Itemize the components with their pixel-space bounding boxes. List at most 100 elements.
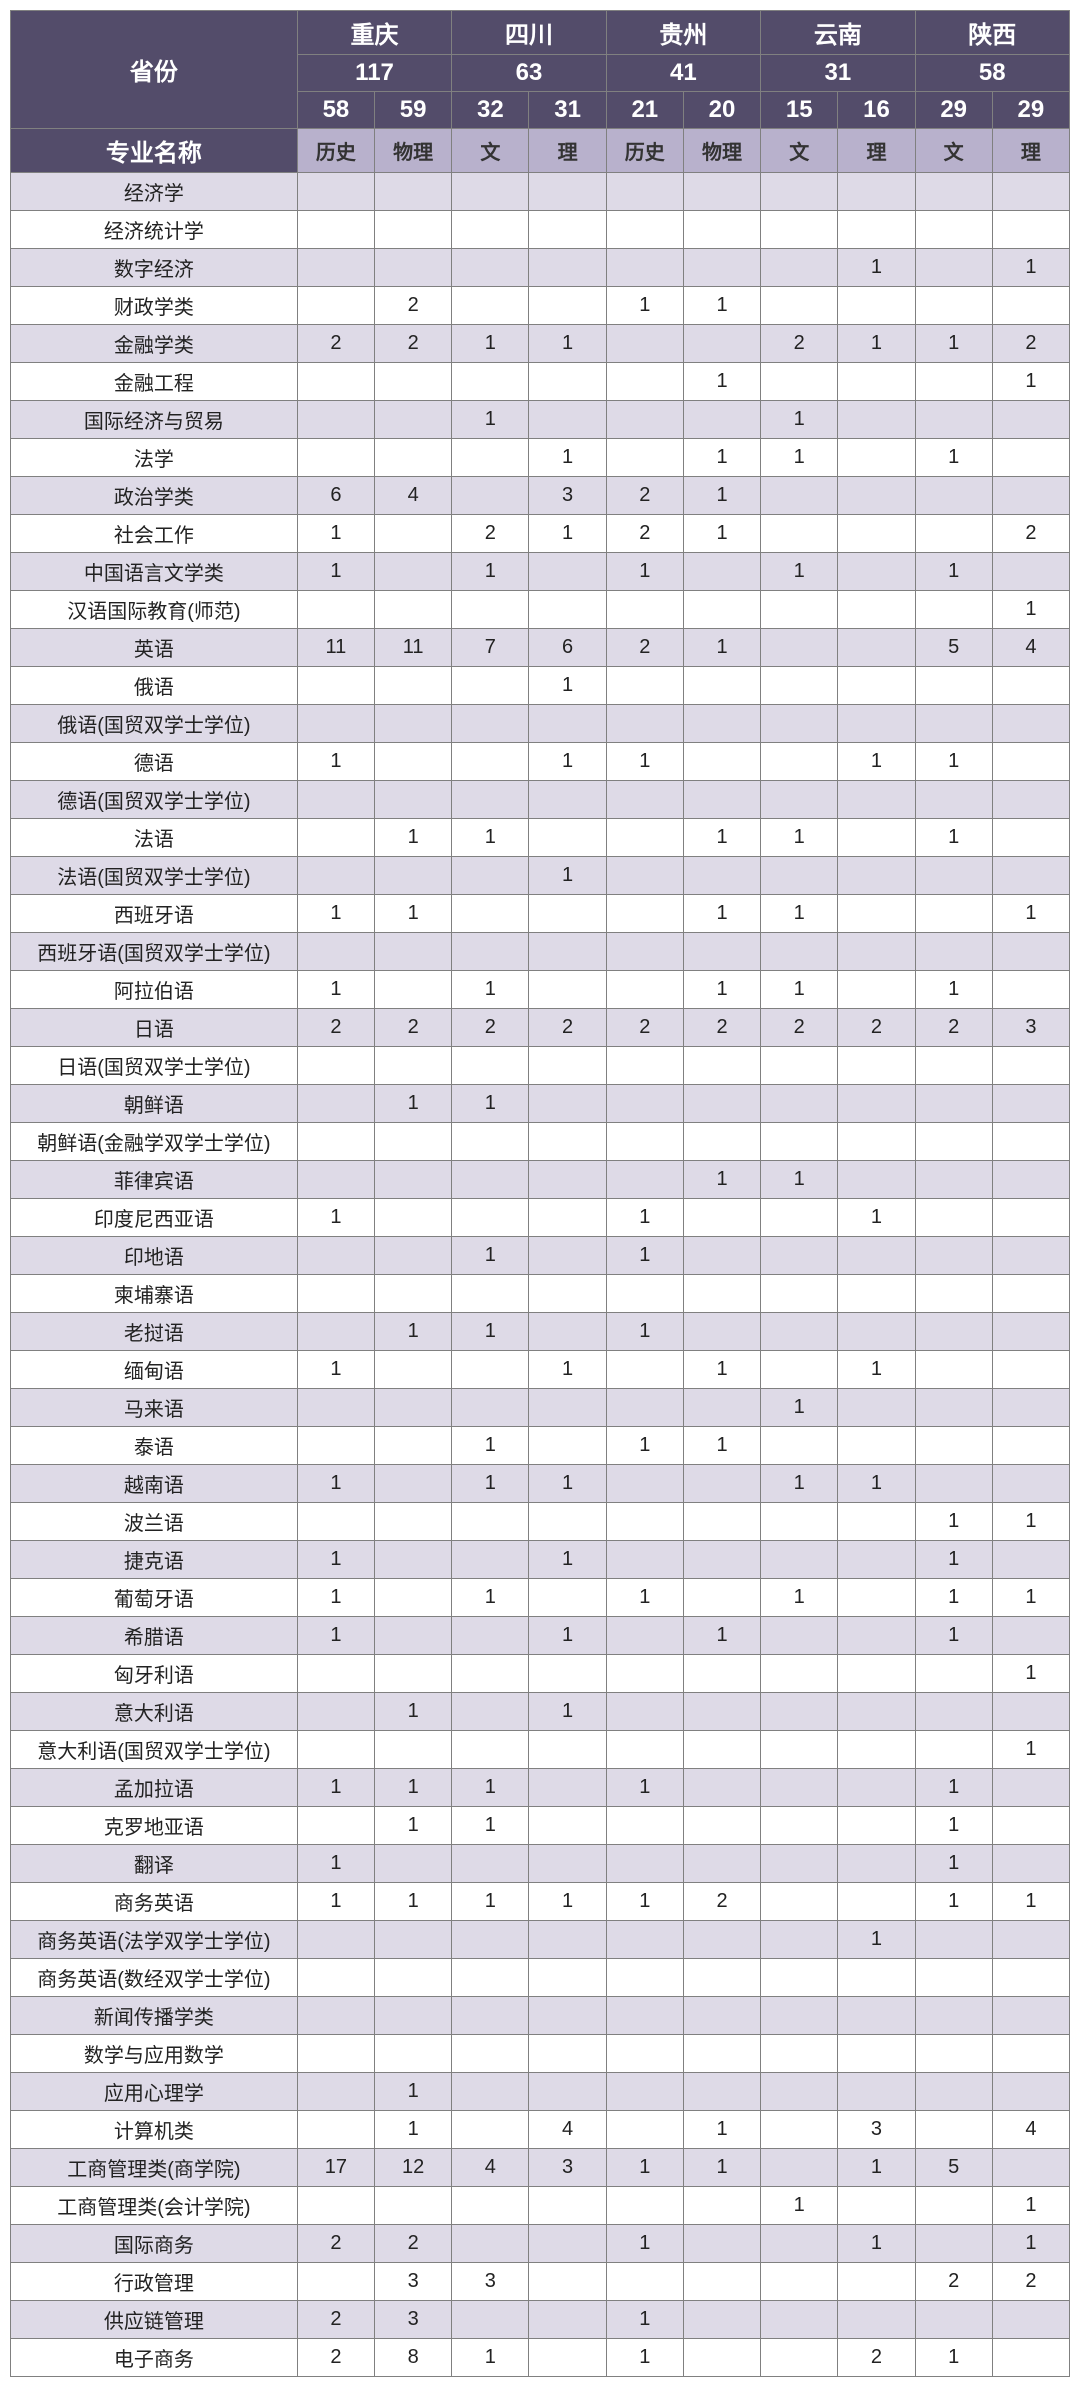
data-cell xyxy=(761,287,838,325)
data-cell: 1 xyxy=(683,477,760,515)
data-cell xyxy=(915,1427,992,1465)
table-row: 朝鲜语(金融学双学士学位) xyxy=(11,1123,1070,1161)
data-cell xyxy=(915,401,992,439)
table-row: 社会工作121212 xyxy=(11,515,1070,553)
data-cell: 1 xyxy=(992,2187,1069,2225)
data-cell: 1 xyxy=(915,1769,992,1807)
data-cell xyxy=(529,2035,606,2073)
data-cell: 1 xyxy=(838,1351,915,1389)
data-cell xyxy=(992,1769,1069,1807)
data-cell: 1 xyxy=(375,2111,452,2149)
data-cell xyxy=(529,705,606,743)
table-row: 阿拉伯语11111 xyxy=(11,971,1070,1009)
data-cell xyxy=(992,2073,1069,2111)
major-name: 波兰语 xyxy=(11,1503,298,1541)
data-cell xyxy=(838,173,915,211)
major-name: 汉语国际教育(师范) xyxy=(11,591,298,629)
data-cell xyxy=(761,1123,838,1161)
data-cell xyxy=(297,1503,374,1541)
sub-type: 物理 xyxy=(375,129,452,173)
data-cell: 1 xyxy=(529,857,606,895)
data-cell: 1 xyxy=(761,895,838,933)
major-name: 经济统计学 xyxy=(11,211,298,249)
major-name: 商务英语 xyxy=(11,1883,298,1921)
major-name: 匈牙利语 xyxy=(11,1655,298,1693)
table-row: 国际商务22111 xyxy=(11,2225,1070,2263)
data-cell xyxy=(683,1503,760,1541)
data-cell xyxy=(452,933,529,971)
data-cell xyxy=(606,819,683,857)
data-cell: 1 xyxy=(452,819,529,857)
major-name: 供应链管理 xyxy=(11,2301,298,2339)
major-name: 数学与应用数学 xyxy=(11,2035,298,2073)
data-cell xyxy=(606,1085,683,1123)
data-cell xyxy=(297,1123,374,1161)
data-cell xyxy=(838,553,915,591)
data-cell xyxy=(761,2035,838,2073)
data-cell: 1 xyxy=(606,2339,683,2377)
data-cell: 1 xyxy=(915,439,992,477)
data-cell xyxy=(992,1313,1069,1351)
data-cell xyxy=(915,895,992,933)
data-cell xyxy=(683,2073,760,2111)
data-cell xyxy=(375,667,452,705)
data-cell xyxy=(683,1237,760,1275)
table-row: 菲律宾语11 xyxy=(11,1161,1070,1199)
data-cell xyxy=(297,2035,374,2073)
data-cell xyxy=(297,1275,374,1313)
data-cell xyxy=(683,1313,760,1351)
data-cell: 1 xyxy=(452,325,529,363)
data-cell xyxy=(761,2073,838,2111)
table-row: 西班牙语11111 xyxy=(11,895,1070,933)
data-cell xyxy=(761,933,838,971)
data-cell xyxy=(838,1085,915,1123)
data-cell: 1 xyxy=(529,1883,606,1921)
sub-type: 文 xyxy=(915,129,992,173)
sub-count: 20 xyxy=(683,92,760,129)
data-cell xyxy=(529,1845,606,1883)
data-cell xyxy=(838,1693,915,1731)
data-cell xyxy=(915,705,992,743)
data-cell xyxy=(915,1123,992,1161)
data-cell xyxy=(297,2111,374,2149)
data-cell xyxy=(297,211,374,249)
data-cell xyxy=(992,1465,1069,1503)
data-cell: 1 xyxy=(838,2149,915,2187)
data-cell xyxy=(761,1313,838,1351)
data-cell xyxy=(761,211,838,249)
data-cell xyxy=(297,401,374,439)
data-cell xyxy=(452,1389,529,1427)
data-cell xyxy=(683,2263,760,2301)
data-cell xyxy=(297,2073,374,2111)
data-cell: 1 xyxy=(452,1085,529,1123)
data-cell: 7 xyxy=(452,629,529,667)
table-row: 政治学类64321 xyxy=(11,477,1070,515)
data-cell xyxy=(761,1047,838,1085)
data-cell xyxy=(683,1541,760,1579)
table-row: 西班牙语(国贸双学士学位) xyxy=(11,933,1070,971)
data-cell xyxy=(606,1123,683,1161)
data-cell xyxy=(606,325,683,363)
data-cell xyxy=(761,1427,838,1465)
data-cell xyxy=(452,287,529,325)
sub-count: 29 xyxy=(915,92,992,129)
data-cell xyxy=(838,1655,915,1693)
data-cell: 8 xyxy=(375,2339,452,2377)
data-cell xyxy=(992,2035,1069,2073)
data-cell xyxy=(838,1807,915,1845)
data-cell xyxy=(452,895,529,933)
data-cell xyxy=(375,1427,452,1465)
data-cell xyxy=(529,211,606,249)
data-cell xyxy=(915,667,992,705)
data-cell: 12 xyxy=(375,2149,452,2187)
data-cell xyxy=(606,2187,683,2225)
data-cell: 1 xyxy=(761,1389,838,1427)
data-cell xyxy=(761,857,838,895)
data-cell: 1 xyxy=(992,1883,1069,1921)
data-cell xyxy=(838,1845,915,1883)
data-cell xyxy=(761,2263,838,2301)
table-row: 工商管理类(商学院)1712431115 xyxy=(11,2149,1070,2187)
prov-3-name: 云南 xyxy=(761,11,915,55)
data-cell xyxy=(375,743,452,781)
data-cell: 2 xyxy=(452,1009,529,1047)
